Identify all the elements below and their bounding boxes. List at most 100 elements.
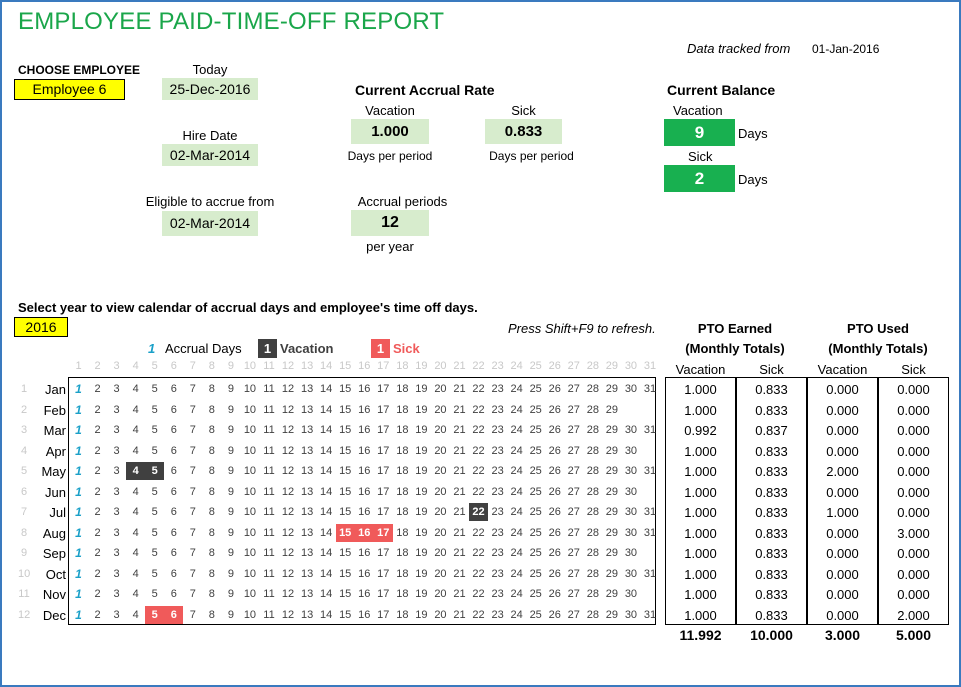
day-column-header: 17 — [377, 360, 390, 372]
calendar-day: 5 — [151, 383, 158, 395]
calendar-day: 22 — [472, 485, 485, 498]
pto-earned-sick-cell: 0.833 — [755, 484, 788, 500]
calendar-day: 14 — [320, 567, 333, 580]
calendar-day: 19 — [415, 403, 428, 416]
calendar-day: 25 — [529, 567, 542, 580]
calendar-day: 22 — [472, 403, 485, 416]
calendar-day: 16 — [358, 465, 371, 477]
month-row-index: 2 — [20, 403, 28, 416]
calendar-day: 27 — [567, 485, 580, 498]
calendar-day: 29 — [605, 465, 619, 477]
calendar-day: 20 — [434, 383, 447, 395]
calendar-day: 20 — [434, 547, 447, 559]
pto-used-sick-cell: 0.000 — [897, 505, 930, 520]
calendar-day: 14 — [320, 608, 333, 621]
calendar-day: 4 — [132, 526, 139, 539]
calendar-day: 15 — [339, 465, 352, 477]
calendar-day: 8 — [208, 567, 215, 580]
pto-used-sick-cell: 0.000 — [897, 546, 930, 561]
calendar-day: 24 — [510, 567, 523, 580]
calendar-day: 5 — [151, 526, 158, 539]
calendar-day: 19 — [415, 506, 428, 518]
accrual-day: 1 — [75, 607, 82, 622]
calendar-day: 31 — [643, 608, 657, 621]
vacation-day: 22 — [469, 503, 489, 521]
calendar-day: 29 — [605, 588, 619, 600]
calendar-day: 3 — [113, 547, 120, 559]
calendar-day: 2 — [94, 424, 101, 436]
pto-used-vac-cell: 0.000 — [826, 382, 859, 397]
calendar-day: 6 — [170, 444, 177, 457]
earned-vacation-column — [665, 377, 736, 625]
calendar-day: 24 — [510, 485, 523, 498]
calendar-day: 19 — [415, 567, 428, 580]
calendar-day: 6 — [170, 567, 177, 580]
calendar-day: 11 — [263, 383, 275, 395]
calendar-day: 23 — [491, 465, 504, 477]
calendar-day: 10 — [243, 526, 257, 539]
calendar-day: 14 — [320, 485, 333, 498]
calendar-day: 16 — [358, 588, 371, 600]
employee-selector[interactable]: Employee 6 — [14, 79, 125, 100]
calendar-day: 11 — [263, 608, 275, 621]
calendar-day: 31 — [643, 567, 657, 580]
calendar-day: 30 — [624, 485, 638, 498]
calendar-day: 4 — [132, 383, 139, 395]
calendar-day: 30 — [624, 506, 638, 518]
calendar-day: 15 — [339, 403, 352, 416]
calendar-day: 9 — [227, 444, 234, 457]
calendar-day: 26 — [548, 444, 561, 457]
calendar-day: 14 — [320, 444, 333, 457]
calendar-day: 25 — [529, 608, 542, 621]
calendar-day: 19 — [415, 383, 428, 395]
calendar-day: 29 — [605, 383, 619, 395]
accrual-day: 1 — [75, 484, 82, 499]
calendar-day: 7 — [189, 485, 196, 498]
month-label: Aug — [42, 525, 66, 541]
calendar-day: 18 — [396, 383, 409, 395]
day-column-header: 5 — [151, 360, 158, 372]
calendar-day: 13 — [300, 465, 314, 477]
calendar-day: 8 — [208, 547, 215, 559]
year-selector[interactable]: 2016 — [14, 317, 68, 337]
day-column-header: 6 — [170, 360, 177, 372]
calendar-day: 8 — [208, 588, 215, 600]
accrual-day: 1 — [75, 382, 82, 396]
pto-earned-sick-cell: 0.833 — [755, 505, 788, 520]
calendar-day: 23 — [491, 485, 504, 498]
calendar-day: 9 — [227, 485, 234, 498]
month-row-index: 10 — [18, 567, 31, 580]
pto-earned-sick-cell: 0.833 — [755, 443, 788, 459]
balance-sick-days-label: Days — [738, 172, 768, 187]
accrual-periods-label: Accrual periods — [357, 194, 448, 209]
calendar-day: 13 — [300, 444, 314, 457]
calendar-day: 9 — [227, 506, 234, 518]
calendar-day: 12 — [281, 526, 295, 539]
calendar-day: 22 — [472, 424, 485, 436]
calendar-day: 18 — [396, 588, 409, 600]
calendar-day: 16 — [358, 424, 371, 436]
calendar-day: 6 — [170, 547, 177, 559]
earned-sick-header: Sick — [759, 362, 784, 377]
calendar-day: 30 — [624, 465, 638, 477]
calendar-day: 2 — [94, 465, 101, 477]
calendar-day: 21 — [453, 608, 466, 621]
total-used-sick: 5.000 — [895, 627, 932, 643]
calendar-day: 27 — [567, 465, 580, 477]
month-row-index: 5 — [20, 465, 28, 477]
calendar-day: 21 — [453, 526, 466, 539]
calendar-day: 10 — [243, 608, 257, 621]
calendar-day: 20 — [434, 485, 447, 498]
pto-earned-vac-cell: 1.000 — [684, 382, 717, 397]
pto-used-vac-cell: 0.000 — [826, 546, 859, 561]
calendar-day: 27 — [567, 383, 580, 395]
calendar-day: 7 — [189, 547, 196, 559]
calendar-day: 13 — [300, 506, 314, 518]
calendar-day: 25 — [529, 424, 542, 436]
pto-earned-vac-cell: 1.000 — [684, 546, 717, 561]
calendar-day: 13 — [300, 485, 314, 498]
calendar-day: 20 — [434, 506, 447, 518]
calendar-day: 21 — [453, 444, 466, 457]
pto-used-vac-cell: 0.000 — [826, 607, 859, 623]
day-column-header: 23 — [491, 360, 504, 372]
